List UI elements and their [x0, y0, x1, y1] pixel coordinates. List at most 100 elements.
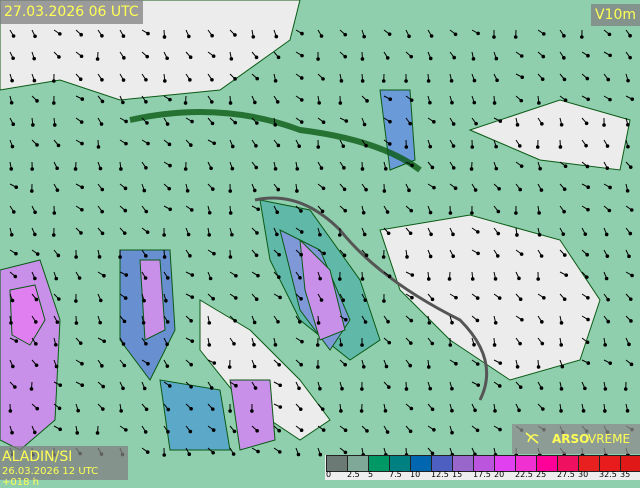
wind-arrow-head [410, 164, 414, 168]
wind-arrow-head [251, 35, 255, 39]
wind-arrow-head [448, 343, 452, 347]
wind-arrow-head [515, 233, 519, 237]
wind-arrow-head [364, 144, 368, 148]
wind-arrow-head [429, 232, 433, 236]
wind-arrow-head [608, 98, 612, 102]
legend-tick-label: 5 [368, 470, 373, 480]
wind-arrow-head [540, 386, 544, 390]
wind-arrow-head [231, 145, 235, 149]
wind-arrow-head [145, 407, 149, 411]
wind-arrow-head [209, 277, 213, 281]
wind-arrow-head [297, 453, 301, 457]
wind-arrow-head [517, 277, 521, 281]
wind-arrow-head [627, 255, 631, 259]
wind-arrow-head [388, 97, 392, 101]
wind-arrow-head [13, 385, 17, 389]
wind-arrow-head [626, 145, 630, 149]
wind-arrow-head [212, 428, 216, 432]
wind-arrow-head [274, 343, 278, 347]
wind-arrow-head [124, 142, 128, 146]
valid-time-label: 27.03.2026 06 UTC [0, 0, 143, 24]
wind-arrow-head [520, 75, 524, 79]
wind-arrow-head [98, 255, 102, 259]
wind-arrow-head [388, 120, 392, 124]
wind-arrow-head [428, 101, 432, 105]
wind-arrow-head [253, 365, 257, 369]
wind-arrow-head [564, 273, 568, 277]
wind-arrow-head [123, 231, 127, 235]
wind-arrow-head [11, 145, 15, 149]
wind-arrow-head [74, 255, 78, 259]
wind-arrow-head [343, 363, 347, 367]
wind-arrow-head [388, 274, 392, 278]
wind-arrow-head [427, 365, 431, 369]
wind-arrow-head [494, 277, 498, 281]
wind-arrow-head [100, 210, 104, 214]
wind-arrow-head [278, 296, 282, 300]
wind-arrow-head [254, 386, 258, 390]
wind-arrow-head [341, 298, 345, 302]
wind-arrow-head [318, 233, 322, 237]
wind-arrow-head [538, 233, 542, 237]
wind-arrow-head [252, 343, 256, 347]
wind-arrow-head [410, 98, 414, 102]
wind-arrow-head [166, 408, 170, 412]
wind-arrow-head [363, 233, 367, 237]
wind-arrow-head [540, 188, 544, 192]
wind-arrow-head [339, 409, 343, 413]
wind-arrow-head [122, 34, 126, 38]
wind-arrow-head [189, 55, 193, 59]
wind-arrow-head [35, 364, 39, 368]
wind-arrow-head [253, 189, 257, 193]
wind-arrow-head [166, 320, 170, 324]
wind-arrow-head [429, 57, 433, 61]
wind-arrow-head [476, 362, 480, 366]
wind-arrow-head [274, 79, 278, 83]
wind-arrow-head [212, 54, 216, 58]
wind-arrow-head [234, 274, 238, 278]
wind-arrow-head [277, 56, 281, 60]
wind-arrow-head [409, 209, 413, 213]
wind-arrow-head [559, 343, 563, 347]
wind-arrow-head [343, 55, 347, 59]
wind-arrow-head [79, 33, 83, 37]
wind-arrow-head [122, 56, 126, 60]
wind-arrow-head [233, 33, 237, 37]
wind-arrow-head [124, 187, 128, 191]
wind-arrow-head [563, 187, 567, 191]
wind-arrow-head [365, 254, 369, 258]
wind-arrow-head [428, 145, 432, 149]
legend-tick-label: 12.5 [431, 470, 449, 480]
wind-arrow-head [122, 342, 126, 346]
wind-arrow-head [450, 321, 454, 325]
wind-arrow-head [602, 123, 606, 127]
wind-arrow-head [298, 276, 302, 280]
wind-arrow-head [450, 431, 454, 435]
wind-arrow-head [520, 252, 524, 256]
brand-light: VREME [588, 432, 630, 446]
wind-arrow-head [428, 387, 432, 391]
wind-arrow-head [322, 120, 326, 124]
wind-arrow-head [56, 188, 60, 192]
wind-arrow-head [254, 166, 258, 170]
wind-arrow-head [234, 384, 238, 388]
wind-arrow-head [79, 77, 83, 81]
wind-arrow-head [211, 451, 215, 455]
wind-arrow-head [256, 207, 260, 211]
wind-arrow-head [493, 101, 497, 105]
wind-arrow-head [448, 277, 452, 281]
wind-arrow-head [233, 77, 237, 81]
wind-arrow-head [608, 186, 612, 190]
wind-arrow-head [538, 167, 542, 171]
wind-arrow-head [143, 387, 147, 391]
wind-arrow-head [316, 365, 320, 369]
wind-arrow-head [476, 383, 480, 387]
wind-arrow-head [9, 409, 13, 413]
wind-arrow-head [586, 185, 590, 189]
wind-arrow-head [386, 430, 390, 434]
wind-arrow-head [189, 143, 193, 147]
wind-arrow-head [279, 405, 283, 409]
wind-arrow-head [230, 233, 234, 237]
wind-arrow-head [255, 297, 259, 301]
